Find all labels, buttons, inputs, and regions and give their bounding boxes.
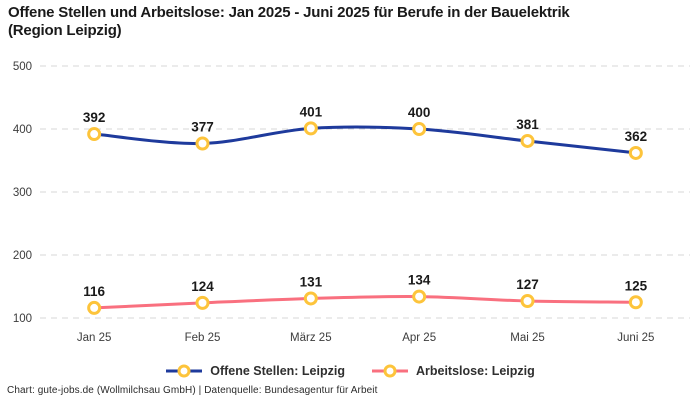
y-axis-tick-200: 200: [13, 250, 32, 262]
chart-legend: Offene Stellen: Leipzig Arbeitslose: Leip…: [0, 360, 700, 382]
data-point-label: 116: [83, 284, 105, 299]
data-point-marker: [87, 127, 102, 142]
data-point-marker: [520, 133, 535, 148]
line-chart: 100 200 300 400 500 Jan 25 Feb 25 März 25 Apr 25…: [13, 61, 690, 344]
data-point-label: 381: [516, 117, 539, 132]
data-point-marker: [412, 289, 427, 304]
data-point-marker: [303, 291, 318, 306]
data-point-label: 400: [408, 105, 431, 120]
data-point-marker: [87, 300, 102, 315]
data-point-label: 401: [300, 104, 323, 119]
data-point-label: 362: [625, 129, 648, 144]
legend-item-2: Arbeitslose: Leipzig: [371, 363, 535, 379]
y-axis-tick-100: 100: [13, 313, 32, 325]
data-point-label: 131: [300, 274, 323, 289]
data-point-label: 134: [408, 273, 431, 288]
data-point-marker: [628, 295, 643, 310]
data-point-marker: [195, 136, 210, 151]
legend-marker-icon: [371, 364, 408, 378]
y-axis-tick-500: 500: [13, 61, 32, 73]
series-line-1: [92, 125, 638, 155]
data-point-label: 125: [625, 278, 648, 293]
data-point-marker: [628, 145, 643, 160]
chart-title-line1: Offene Stellen und Arbeitslose: Jan 2025…: [8, 4, 570, 21]
x-axis-tick-5: Mai 25: [510, 332, 545, 344]
data-point-label: 377: [191, 119, 214, 134]
series-line-2: [92, 295, 638, 310]
x-axis-tick-3: März 25: [290, 332, 332, 344]
y-axis-tick-300: 300: [13, 187, 32, 199]
data-point-marker: [195, 295, 210, 310]
x-axis-tick-2: Feb 25: [185, 332, 221, 344]
data-point-marker: [303, 121, 318, 136]
x-axis-tick-4: Apr 25: [402, 332, 436, 344]
x-axis-tick-6: Juni 25: [617, 332, 654, 344]
chart-title: Offene Stellen und Arbeitslose: Jan 2025…: [8, 4, 692, 41]
legend-marker-icon: [166, 364, 203, 378]
data-point-label: 127: [516, 277, 539, 292]
chart-title-line2: (Region Leipzig): [8, 22, 122, 40]
data-point-marker: [412, 122, 427, 136]
legend-item-1: Offene Stellen: Leipzig: [165, 363, 345, 379]
y-axis-tick-400: 400: [13, 124, 32, 136]
data-point-label: 124: [191, 279, 214, 294]
chart-source-footer: Chart: gute-jobs.de (Wollmilchsau GmbH) …: [7, 385, 378, 396]
data-point-marker: [520, 293, 535, 308]
x-axis-tick-1: Jan 25: [77, 332, 112, 344]
data-point-label: 392: [83, 110, 106, 125]
legend-label-2: Arbeitslose: Leipzig: [415, 364, 535, 378]
legend-label-1: Offene Stellen: Leipzig: [210, 364, 345, 378]
